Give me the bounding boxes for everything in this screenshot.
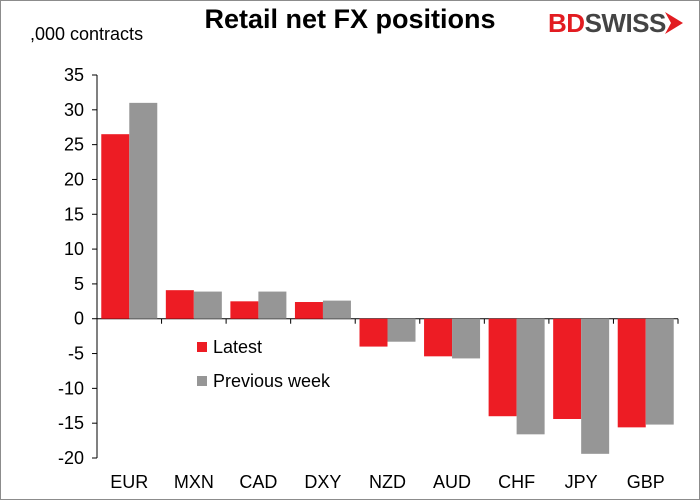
bar-latest-eur <box>101 134 130 319</box>
bar-latest-nzd <box>359 318 388 347</box>
y-tick-label: 30 <box>64 100 84 120</box>
y-tick-label: 10 <box>64 239 84 259</box>
legend-group: Latest Previous week <box>197 337 331 391</box>
x-tick-label: GBP <box>627 472 665 492</box>
logo-bd-text: BD <box>548 8 585 38</box>
legend-swatch-previous-week <box>197 376 207 386</box>
bar-latest-cad <box>230 301 259 319</box>
bar-previous-week-mxn <box>193 291 222 319</box>
y-tick-label: 20 <box>64 169 84 189</box>
y-tick-label: 35 <box>64 65 84 85</box>
y-tick-label: 0 <box>74 309 84 329</box>
bar-previous-week-jpy <box>581 318 610 454</box>
y-tick-label: 25 <box>64 135 84 155</box>
bar-previous-week-aud <box>452 318 481 359</box>
x-tick-label: EUR <box>110 472 148 492</box>
y-tick-label: -20 <box>58 448 84 468</box>
y-axis-unit-label: ,000 contracts <box>30 24 144 44</box>
y-tick-label: -15 <box>58 413 84 433</box>
legend-label: Previous week <box>213 371 331 391</box>
bar-previous-week-cad <box>258 291 287 319</box>
x-tick-label: NZD <box>369 472 406 492</box>
bar-previous-week-dxy <box>322 300 351 319</box>
brand-logo: BDSWISS <box>548 8 666 39</box>
y-tick-label: 15 <box>64 204 84 224</box>
brand-logo-mark-icon <box>665 12 683 34</box>
bar-latest-aud <box>424 318 453 357</box>
bar-previous-week-gbp <box>645 318 674 425</box>
logo-swiss-text: SWISS <box>584 8 667 38</box>
bar-previous-week-nzd <box>387 318 416 342</box>
bar-previous-week-eur <box>129 102 158 319</box>
chart-title: Retail net FX positions <box>204 4 496 34</box>
bar-latest-chf <box>488 318 517 417</box>
x-tick-label: CAD <box>239 472 277 492</box>
x-tick-label: AUD <box>433 472 471 492</box>
x-tick-label: CHF <box>498 472 535 492</box>
legend-label: Latest <box>213 337 262 357</box>
x-tick-label: JPY <box>565 472 598 492</box>
y-tick-label: -10 <box>58 378 84 398</box>
legend-swatch-latest <box>197 342 207 352</box>
bar-latest-dxy <box>294 302 323 319</box>
bars-group <box>101 102 674 454</box>
bar-latest-jpy <box>553 318 582 420</box>
y-tick-label: -5 <box>68 344 84 364</box>
bar-latest-gbp <box>617 318 646 428</box>
x-tick-label: DXY <box>304 472 341 492</box>
bar-previous-week-chf <box>516 318 545 435</box>
bar-latest-mxn <box>165 290 194 319</box>
y-tick-label: 5 <box>74 274 84 294</box>
x-tick-label: MXN <box>174 472 214 492</box>
